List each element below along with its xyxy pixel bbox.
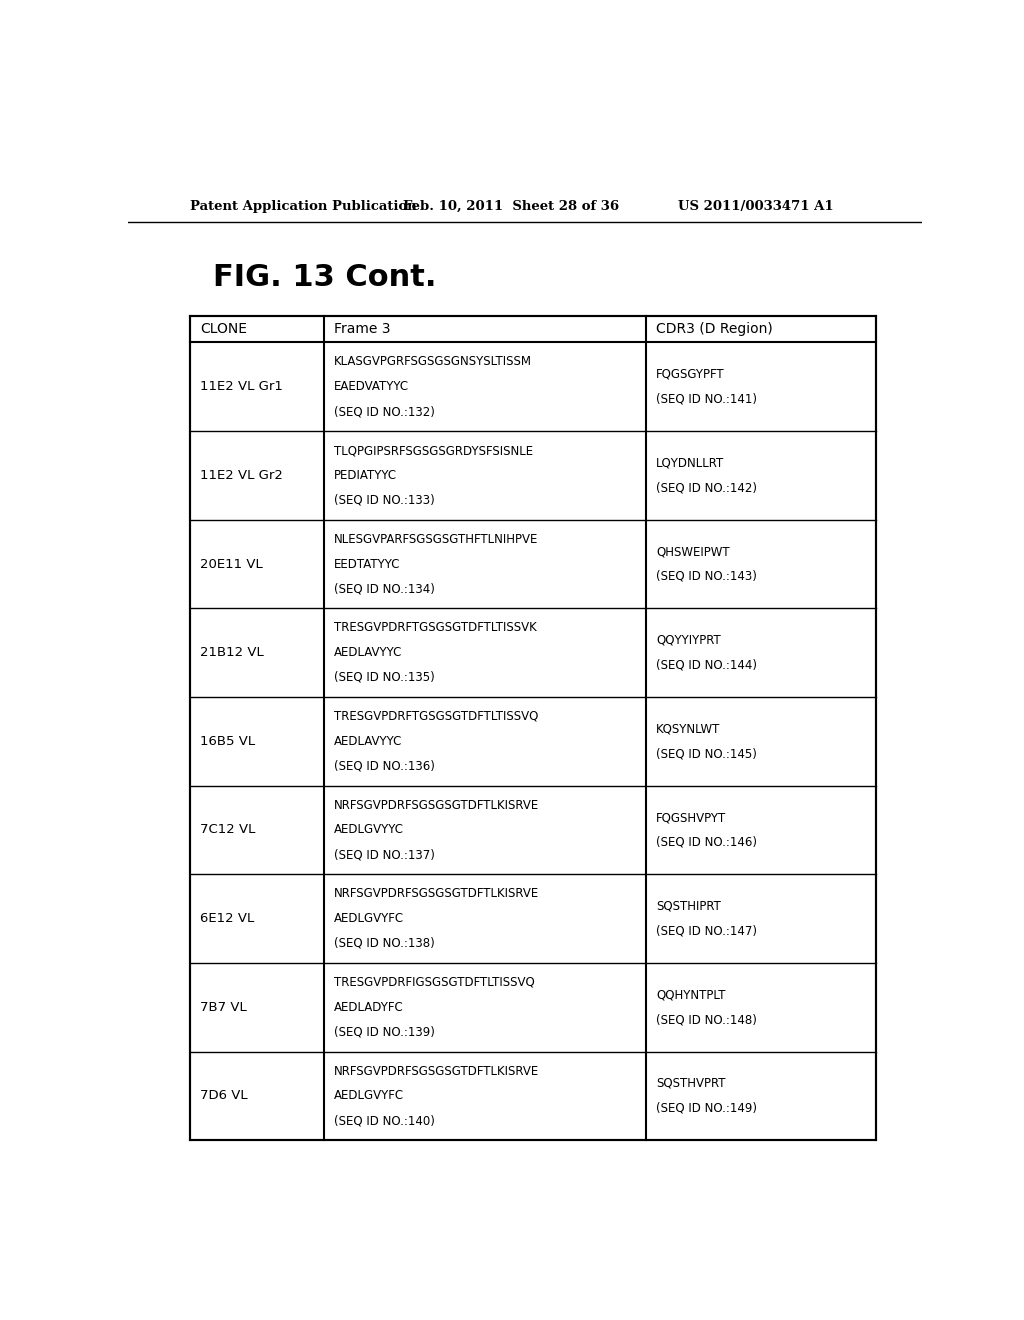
- Text: SQSTHIPRT: SQSTHIPRT: [656, 900, 721, 912]
- Text: Frame 3: Frame 3: [334, 322, 390, 337]
- Text: (SEQ ID NO.:135): (SEQ ID NO.:135): [334, 671, 434, 684]
- Text: (SEQ ID NO.:139): (SEQ ID NO.:139): [334, 1026, 435, 1039]
- Text: FQGSHVPYT: FQGSHVPYT: [656, 810, 726, 824]
- Text: 20E11 VL: 20E11 VL: [200, 557, 263, 570]
- Text: (SEQ ID NO.:146): (SEQ ID NO.:146): [656, 836, 757, 849]
- Text: US 2011/0033471 A1: US 2011/0033471 A1: [678, 199, 834, 213]
- Text: QHSWEIPWT: QHSWEIPWT: [656, 545, 730, 558]
- Text: (SEQ ID NO.:147): (SEQ ID NO.:147): [656, 924, 757, 937]
- Text: CLONE: CLONE: [200, 322, 247, 337]
- Text: 7D6 VL: 7D6 VL: [200, 1089, 248, 1102]
- Text: AEDLAVYYC: AEDLAVYYC: [334, 647, 402, 659]
- Text: 7C12 VL: 7C12 VL: [200, 824, 255, 837]
- Text: (SEQ ID NO.:140): (SEQ ID NO.:140): [334, 1114, 435, 1127]
- Text: PEDIATYYC: PEDIATYYC: [334, 469, 397, 482]
- Text: LQYDNLLRT: LQYDNLLRT: [656, 457, 724, 470]
- Text: 6E12 VL: 6E12 VL: [200, 912, 254, 925]
- Text: 11E2 VL Gr1: 11E2 VL Gr1: [200, 380, 283, 393]
- Text: (SEQ ID NO.:143): (SEQ ID NO.:143): [656, 570, 757, 583]
- Text: AEDLGVYFC: AEDLGVYFC: [334, 912, 403, 925]
- Text: AEDLGVYFC: AEDLGVYFC: [334, 1089, 403, 1102]
- Text: 11E2 VL Gr2: 11E2 VL Gr2: [200, 469, 283, 482]
- Text: (SEQ ID NO.:149): (SEQ ID NO.:149): [656, 1102, 757, 1115]
- Text: NRFSGVPDRFSGSGSGTDFTLKISRVE: NRFSGVPDRFSGSGSGTDFTLKISRVE: [334, 799, 539, 812]
- Text: TRESGVPDRFTGSGSGTDFTLTISSVK: TRESGVPDRFTGSGSGTDFTLTISSVK: [334, 622, 537, 635]
- Text: CDR3 (D Region): CDR3 (D Region): [656, 322, 773, 337]
- Text: 21B12 VL: 21B12 VL: [200, 647, 264, 659]
- Text: TRESGVPDRFTGSGSGTDFTLTISSVQ: TRESGVPDRFTGSGSGTDFTLTISSVQ: [334, 710, 539, 723]
- Text: NRFSGVPDRFSGSGSGTDFTLKISRVE: NRFSGVPDRFSGSGSGTDFTLKISRVE: [334, 1064, 539, 1077]
- Text: EEDTATYYC: EEDTATYYC: [334, 557, 400, 570]
- Text: NRFSGVPDRFSGSGSGTDFTLKISRVE: NRFSGVPDRFSGSGSGTDFTLKISRVE: [334, 887, 539, 900]
- Text: KLASGVPGRFSGSGSGNSYSLTISSM: KLASGVPGRFSGSGSGNSYSLTISSM: [334, 355, 531, 368]
- Text: AEDLGVYYC: AEDLGVYYC: [334, 824, 403, 837]
- Text: (SEQ ID NO.:141): (SEQ ID NO.:141): [656, 392, 757, 405]
- Text: QQHYNTPLT: QQHYNTPLT: [656, 989, 726, 1002]
- Text: TLQPGIPSRFSGSGSGRDYSFSISNLE: TLQPGIPSRFSGSGSGRDYSFSISNLE: [334, 444, 532, 457]
- Text: AEDLADYFC: AEDLADYFC: [334, 1001, 403, 1014]
- Text: (SEQ ID NO.:142): (SEQ ID NO.:142): [656, 482, 757, 494]
- Text: Feb. 10, 2011  Sheet 28 of 36: Feb. 10, 2011 Sheet 28 of 36: [403, 199, 620, 213]
- Text: AEDLAVYYC: AEDLAVYYC: [334, 735, 402, 748]
- Text: SQSTHVPRT: SQSTHVPRT: [656, 1077, 726, 1090]
- Text: (SEQ ID NO.:137): (SEQ ID NO.:137): [334, 849, 435, 861]
- Text: (SEQ ID NO.:144): (SEQ ID NO.:144): [656, 659, 757, 672]
- Text: 7B7 VL: 7B7 VL: [200, 1001, 247, 1014]
- Text: KQSYNLWT: KQSYNLWT: [656, 722, 721, 735]
- Text: EAEDVATYYC: EAEDVATYYC: [334, 380, 409, 393]
- Text: QQYYIYPRT: QQYYIYPRT: [656, 634, 721, 647]
- Text: (SEQ ID NO.:134): (SEQ ID NO.:134): [334, 582, 435, 595]
- Text: NLESGVPARFSGSGSGTHFTLNIHPVE: NLESGVPARFSGSGSGTHFTLNIHPVE: [334, 533, 539, 545]
- Text: (SEQ ID NO.:133): (SEQ ID NO.:133): [334, 494, 434, 507]
- Text: TRESGVPDRFIGSGSGTDFTLTISSVQ: TRESGVPDRFIGSGSGTDFTLTISSVQ: [334, 975, 535, 989]
- Text: FQGSGYPFT: FQGSGYPFT: [656, 368, 725, 381]
- Text: Patent Application Publication: Patent Application Publication: [190, 199, 417, 213]
- Text: (SEQ ID NO.:148): (SEQ ID NO.:148): [656, 1014, 757, 1026]
- Text: (SEQ ID NO.:145): (SEQ ID NO.:145): [656, 747, 757, 760]
- Text: FIG. 13 Cont.: FIG. 13 Cont.: [213, 263, 437, 292]
- Text: 16B5 VL: 16B5 VL: [200, 735, 255, 748]
- Text: (SEQ ID NO.:132): (SEQ ID NO.:132): [334, 405, 435, 418]
- Text: (SEQ ID NO.:136): (SEQ ID NO.:136): [334, 759, 435, 772]
- Bar: [190, 317, 876, 1140]
- Text: (SEQ ID NO.:138): (SEQ ID NO.:138): [334, 937, 434, 950]
